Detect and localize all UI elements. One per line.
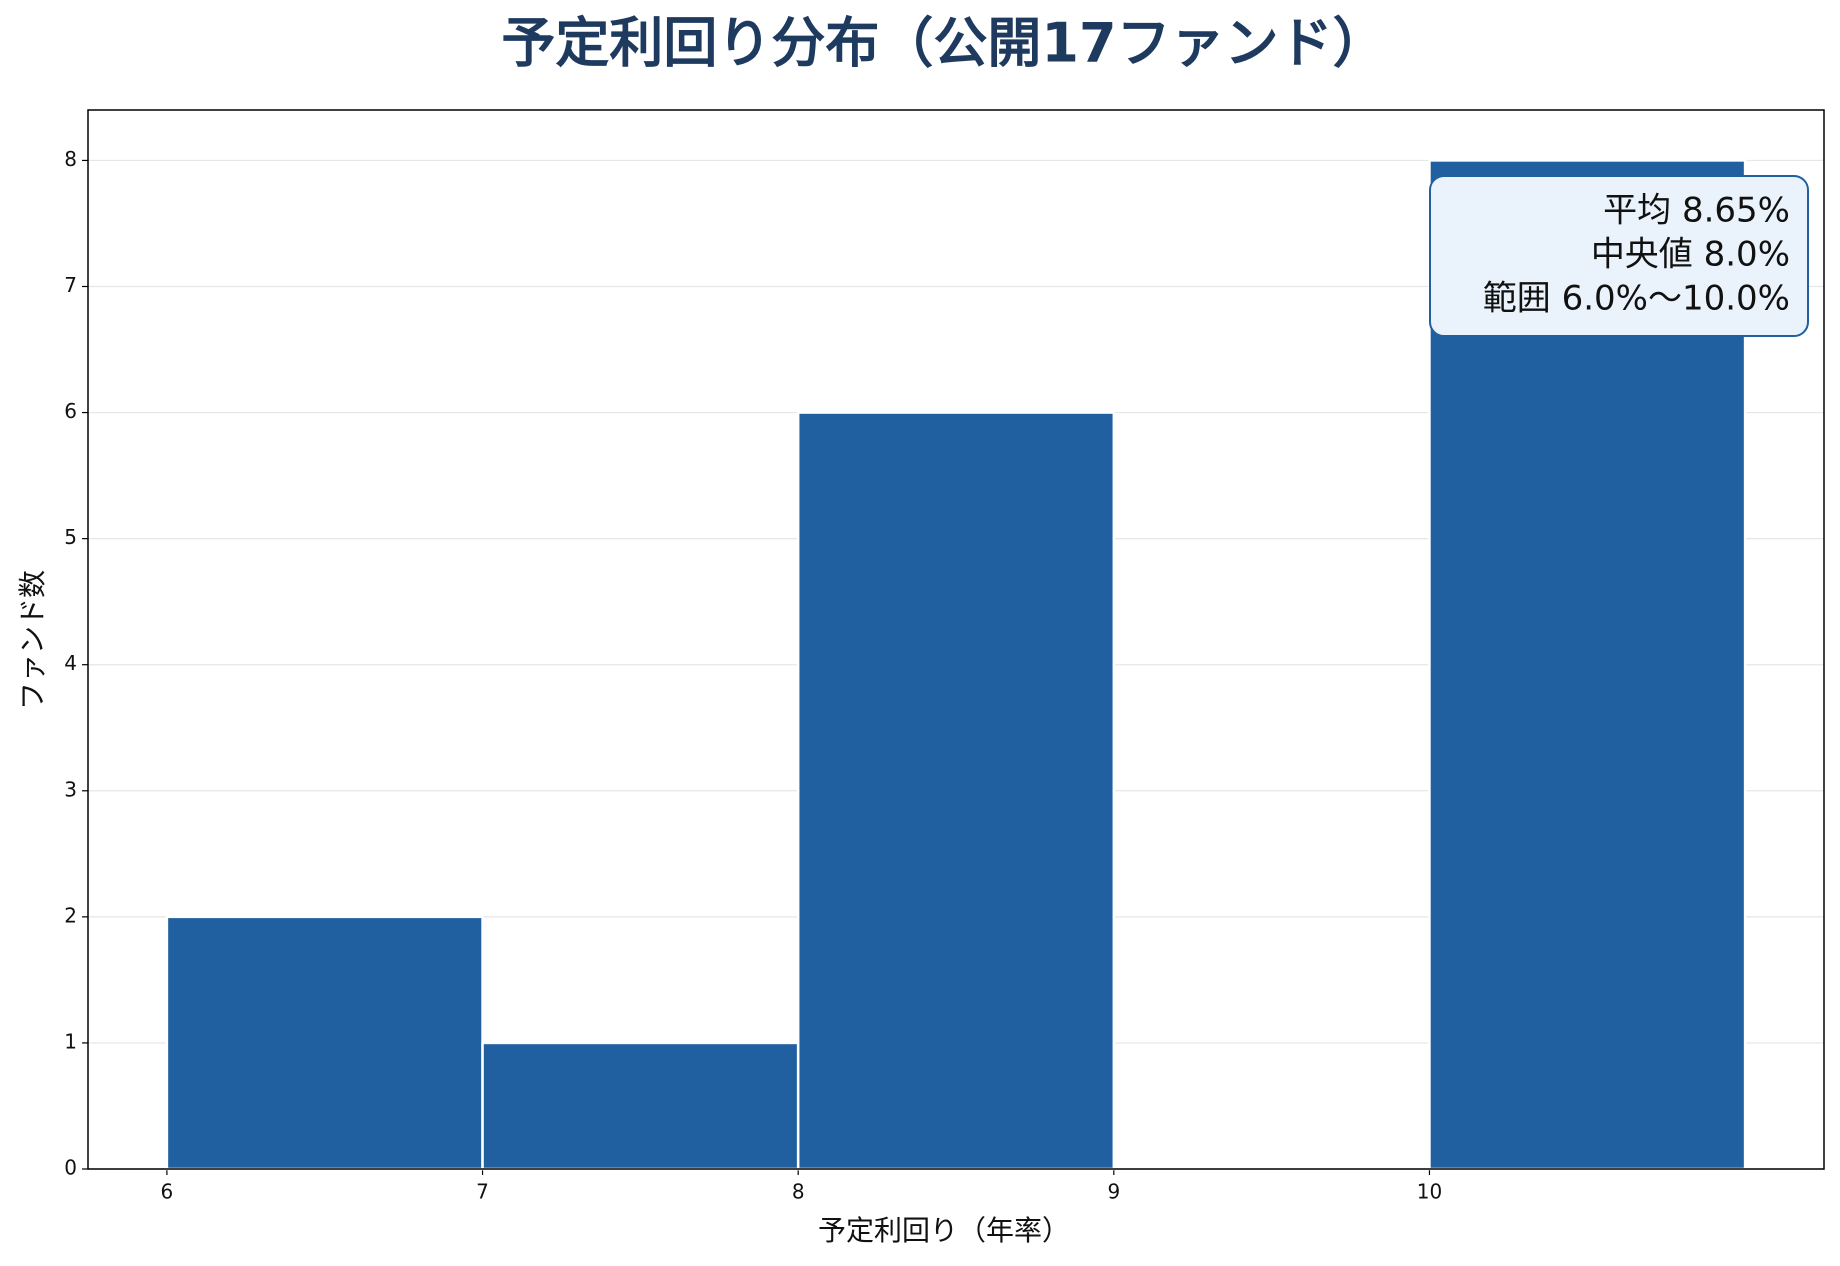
x-tick-label: 10 (1417, 1180, 1442, 1204)
x-tick-label: 8 (792, 1180, 805, 1204)
bar (481, 1041, 800, 1171)
x-tick-label: 6 (161, 1180, 174, 1204)
annotation-line: 平均 8.65% (1603, 191, 1790, 231)
y-tick-label: 7 (64, 273, 77, 297)
y-axis-label: ファンド数 (16, 570, 49, 710)
y-tick-label: 6 (64, 399, 77, 423)
annotation-box (1429, 175, 1809, 337)
bar (165, 915, 484, 1171)
y-tick-label: 3 (64, 777, 77, 801)
plot-frame (87, 109, 1825, 1170)
y-tick-label: 1 (64, 1029, 77, 1053)
y-tick-label: 2 (64, 903, 77, 927)
y-tick-label: 8 (64, 147, 77, 171)
x-tick-label: 7 (476, 1180, 489, 1204)
annotation-line: 範囲 6.0%〜10.0% (1483, 279, 1790, 319)
bar (796, 411, 1116, 1171)
y-tick-label: 4 (64, 651, 77, 675)
x-axis-label: 予定利回り（年率） (818, 1214, 1070, 1247)
annotation-line: 中央値 8.0% (1591, 235, 1790, 275)
x-tick-label: 9 (1107, 1180, 1120, 1204)
y-tick-label: 5 (64, 525, 77, 549)
y-tick-label: 0 (64, 1156, 77, 1180)
chart-title: 予定利回り分布（公開17ファンド） (501, 12, 1386, 75)
